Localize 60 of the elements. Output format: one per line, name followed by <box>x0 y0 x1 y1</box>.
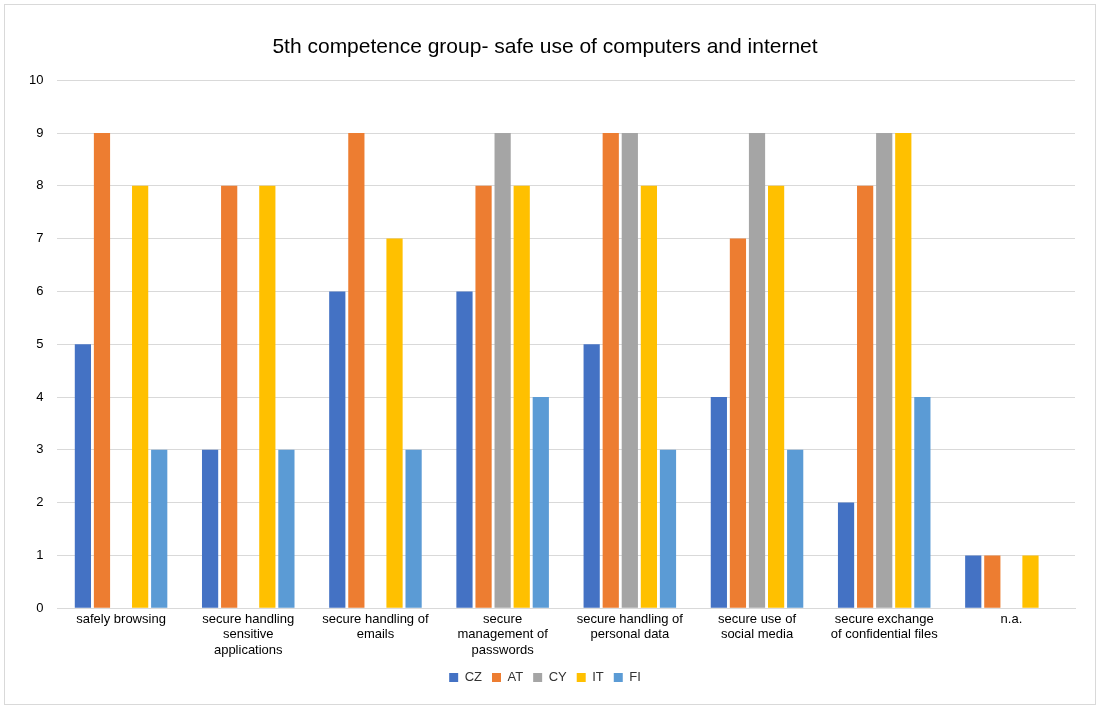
legend-label: CY <box>548 669 568 685</box>
y-tick-label: 9 <box>36 124 44 140</box>
bar <box>348 133 365 608</box>
legend-label: IT <box>592 669 604 685</box>
legend-label: CZ <box>464 669 483 685</box>
bar <box>259 185 276 608</box>
bar <box>710 397 727 608</box>
bar <box>329 291 346 608</box>
legend-label: AT <box>507 669 524 685</box>
x-tick-label: secure use of social media <box>718 610 797 642</box>
y-tick-label: 0 <box>36 599 44 615</box>
bar <box>532 397 549 608</box>
bar <box>914 397 931 608</box>
bar <box>787 449 804 608</box>
bar <box>748 133 766 608</box>
bar <box>965 555 982 608</box>
x-tick-label: secure exchange of confidential files <box>830 610 939 642</box>
x-tick-label: secure handling sensitive applications <box>202 610 295 657</box>
bar <box>729 238 747 608</box>
bar <box>278 449 295 608</box>
y-tick-label: 7 <box>36 230 44 246</box>
bar <box>583 344 600 608</box>
bar <box>494 133 511 608</box>
y-tick-label: 2 <box>36 494 44 510</box>
bar <box>386 238 403 608</box>
bar <box>767 185 785 608</box>
bar <box>837 502 855 608</box>
bar <box>659 449 677 608</box>
bar <box>221 185 238 608</box>
bar <box>475 185 492 608</box>
bar <box>984 555 1001 608</box>
x-tick-label: n.a. <box>1000 610 1023 626</box>
x-tick-label: secure handling of emails <box>322 610 429 642</box>
x-tick-label: secure management of passwords <box>457 610 549 657</box>
bar <box>857 185 874 608</box>
bar <box>895 133 912 608</box>
y-tick-label: 10 <box>28 71 44 87</box>
bar <box>621 133 638 608</box>
y-tick-label: 5 <box>36 335 44 351</box>
bar <box>1022 555 1039 608</box>
bar <box>405 449 422 608</box>
bar <box>132 185 149 608</box>
bar <box>456 291 473 608</box>
bar <box>74 344 92 608</box>
y-tick-label: 6 <box>36 282 44 298</box>
chart-title: 5th competence group- safe use of computers and internet <box>272 34 818 58</box>
bar <box>876 133 893 608</box>
bar <box>640 185 658 608</box>
x-tick-label: safely browsing <box>76 610 166 626</box>
y-tick-label: 3 <box>36 441 44 457</box>
x-tick-label: secure handling of personal data <box>576 610 684 642</box>
legend-label: FI <box>629 669 641 685</box>
bar <box>151 449 168 608</box>
bar <box>602 133 619 608</box>
bar <box>93 133 111 608</box>
y-tick-label: 8 <box>36 177 44 193</box>
y-tick-label: 1 <box>36 546 44 562</box>
bar <box>201 449 219 608</box>
bar <box>513 185 530 608</box>
y-tick-label: 4 <box>36 388 44 404</box>
